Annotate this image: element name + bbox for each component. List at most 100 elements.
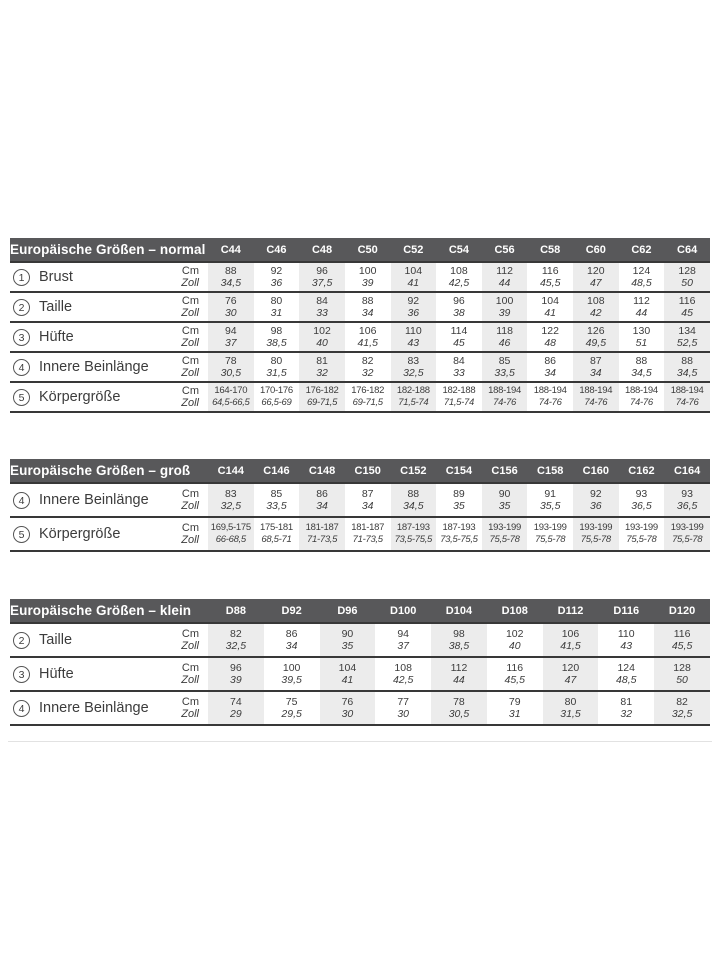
value-cell: 193-199 75,5-78 (619, 517, 665, 551)
cm-value: 182-188 (396, 385, 430, 396)
value-cell: 188-194 74-76 (527, 382, 573, 412)
cm-value: 170-176 (260, 385, 293, 396)
zoll-value: 74-76 (584, 397, 608, 408)
value-cell: 87 34 (573, 352, 619, 382)
cm-value: 104 (541, 295, 559, 307)
value-cell: 76 30 (208, 292, 254, 322)
row-label: Hüfte (39, 666, 74, 682)
zoll-value: 33 (316, 307, 328, 319)
unit-cm-label: Cm (181, 385, 199, 397)
cm-value: 181-187 (305, 522, 339, 533)
zoll-value: 71,5-74 (443, 397, 474, 408)
table-title: Europäische Größen – groß (10, 459, 208, 483)
table-title: Europäische Größen – normal (10, 238, 208, 262)
measurement-label: 5 Körpergröße (13, 525, 158, 543)
cm-value: 128 (678, 265, 696, 277)
cm-value: 175-181 (260, 522, 293, 533)
row-label: Innere Beinlänge (39, 359, 149, 375)
zoll-value: 37 (224, 337, 237, 349)
table-row: 2 Taille Cm Zoll 82 32,5 86 34 90 35 94 37 98 38,5 102… (10, 623, 710, 657)
value-cell: 108 42,5 (375, 657, 431, 691)
cm-value: 82 (676, 696, 688, 708)
value-cell: 87 34 (345, 483, 391, 517)
value-cell: 176-182 69-71,5 (345, 382, 391, 412)
table-row: 2 Taille Cm Zoll 76 30 80 31 84 33 88 34 92 36 96 38 100… (10, 292, 710, 322)
value-cell: 193-199 75,5-78 (481, 517, 528, 551)
zoll-value: 48,5 (616, 674, 637, 686)
zoll-value: 30,5 (448, 708, 470, 720)
zoll-value: 31 (270, 307, 283, 319)
cm-value: 85 (498, 355, 511, 367)
cm-value: 128 (673, 662, 691, 674)
measurement-label-cell: 5 Körpergröße (10, 382, 158, 412)
bottom-divider (8, 741, 712, 742)
zoll-value: 32 (361, 367, 374, 379)
zoll-value: 42,5 (392, 674, 414, 686)
value-cell: 193-199 75,5-78 (527, 517, 573, 551)
cm-value: 98 (453, 628, 465, 640)
zoll-value: 32,5 (225, 640, 247, 652)
unit-cell: Cm Zoll (158, 292, 208, 322)
value-cell: 102 40 (487, 623, 543, 657)
value-cell: 86 34 (527, 352, 573, 382)
cm-value: 193-199 (670, 522, 704, 533)
table-header: Europäische Größen – klein D88 D92 D96 D100 D… (10, 599, 710, 623)
zoll-value: 74-76 (493, 397, 516, 408)
unit-cell: Cm Zoll (158, 623, 208, 657)
zoll-value: 30 (397, 708, 410, 720)
zoll-value: 31 (508, 708, 521, 720)
table-title: Europäische Größen – klein (10, 599, 208, 623)
cm-value: 86 (544, 355, 557, 367)
measurement-label: 4 Innere Beinlänge (13, 491, 158, 509)
value-cell: 104 41 (319, 657, 376, 691)
table-row: 1 Brust Cm Zoll 88 34,5 92 36 96 37,5 100 39 104 41 10… (10, 262, 710, 292)
cm-value: 78 (453, 696, 465, 708)
unit-cm-label: Cm (181, 265, 199, 277)
zoll-value: 36,5 (631, 500, 652, 512)
value-cell: 91 35,5 (527, 483, 573, 517)
zoll-value: 34 (544, 367, 557, 379)
size-column-header: D112 (542, 599, 599, 623)
row-label: Taille (39, 632, 73, 648)
value-cell: 83 32,5 (390, 352, 437, 382)
value-cell: 182-188 71,5-74 (390, 382, 437, 412)
unit-cm-label: Cm (181, 522, 199, 534)
cm-value: 108 (394, 662, 412, 674)
size-column-header: D92 (263, 599, 320, 623)
cm-value: 120 (561, 662, 580, 674)
header-row: Europäische Größen – groß C144 C146 C148 C15… (10, 459, 710, 483)
measurement-label-cell: 4 Innere Beinlänge (10, 483, 158, 517)
unit-cell: Cm Zoll (158, 517, 208, 551)
cm-value: 79 (508, 696, 521, 708)
zoll-value: 52,5 (676, 337, 698, 349)
cm-value: 108 (450, 265, 468, 277)
cm-value: 78 (224, 355, 237, 367)
zoll-value: 75,5-78 (535, 534, 566, 545)
unit-zoll-label: Zoll (181, 674, 199, 686)
cm-value: 80 (270, 295, 283, 307)
value-cell: 182-188 71,5-74 (436, 382, 482, 412)
zoll-value: 32,5 (403, 367, 424, 379)
value-cell: 82 32,5 (654, 691, 710, 725)
cm-value: 88 (681, 355, 693, 367)
zoll-value: 39 (230, 674, 242, 686)
cm-value: 89 (453, 488, 465, 500)
cm-value: 122 (541, 325, 559, 337)
value-cell: 90 35 (481, 483, 528, 517)
measurement-label-cell: 3 Hüfte (10, 322, 158, 352)
zoll-value: 36 (589, 500, 602, 512)
zoll-value: 41,5 (560, 640, 581, 652)
unit-cell: Cm Zoll (158, 322, 208, 352)
cm-value: 193-199 (579, 522, 613, 533)
value-cell: 100 39,5 (264, 657, 320, 691)
size-column-header: C60 (573, 238, 619, 262)
cm-value: 83 (224, 488, 237, 500)
value-cell: 92 36 (573, 483, 619, 517)
zoll-value: 69-71,5 (352, 397, 383, 408)
cm-value: 88 (361, 295, 374, 307)
unit-zoll-label: Zoll (181, 640, 199, 652)
measurement-label-cell: 4 Innere Beinlänge (10, 691, 158, 725)
cm-value: 82 (230, 628, 242, 640)
value-cell: 188-194 74-76 (573, 382, 619, 412)
measurement-label: 2 Taille (13, 298, 158, 316)
